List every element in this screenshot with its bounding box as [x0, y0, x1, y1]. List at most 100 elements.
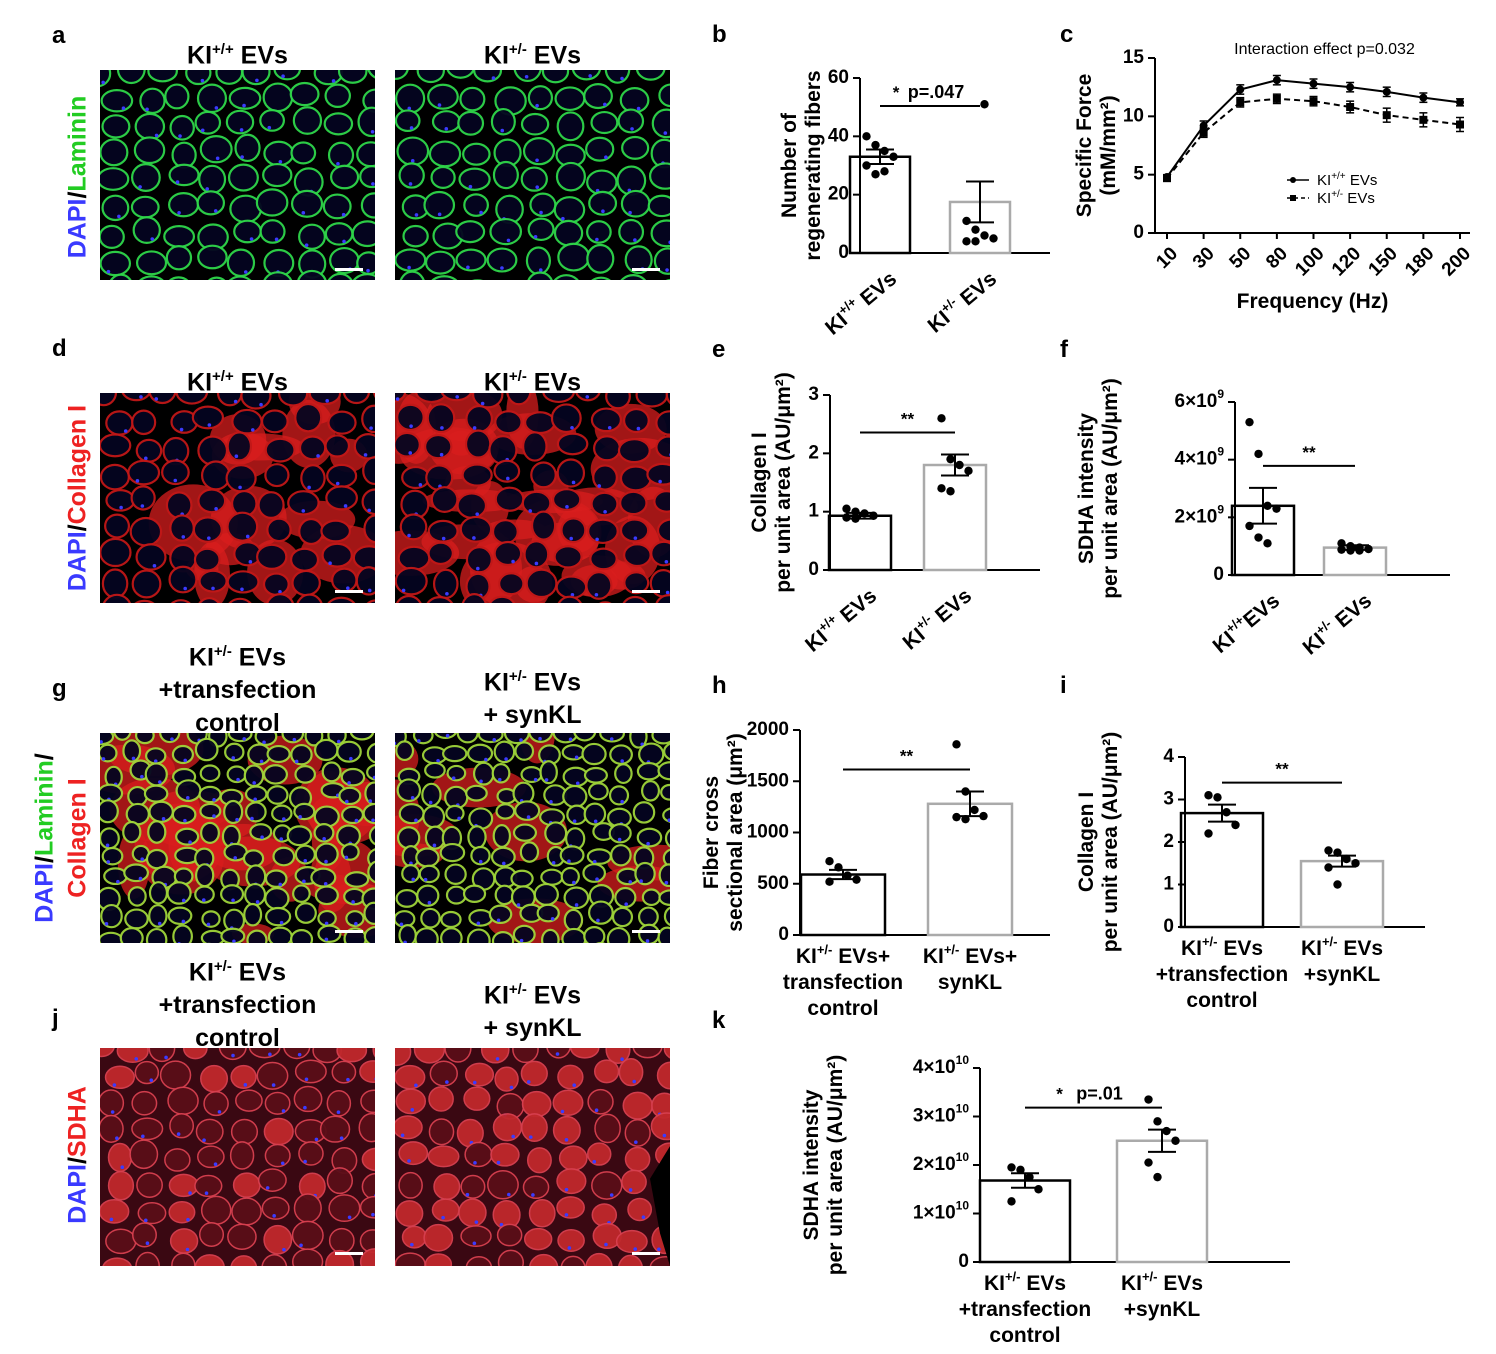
tick-label: 2×109 [1175, 503, 1225, 528]
stain-segment: DAPI [63, 198, 92, 259]
data-point [1222, 808, 1231, 817]
data-point [869, 511, 878, 520]
y-axis-label: Specific Force(mM/mm²) [1073, 74, 1120, 218]
data-point [1333, 848, 1342, 857]
legend-marker [1290, 195, 1296, 201]
bar [922, 463, 988, 572]
micrograph-d-right [395, 393, 670, 603]
data-point [1236, 85, 1245, 94]
data-point [1456, 120, 1464, 129]
stain-segment: Collagen I [63, 778, 92, 898]
bar [827, 514, 893, 572]
tick-label: 4×109 [1175, 445, 1225, 470]
panel-j-stain-label: DAPI/SDHA [64, 1086, 93, 1224]
data-point [1144, 1095, 1153, 1104]
data-point [880, 146, 889, 156]
data-point [1346, 103, 1355, 111]
tick-label: 3×1010 [913, 1102, 969, 1127]
significance-star: * [1056, 1085, 1063, 1104]
data-point [980, 100, 989, 109]
tick-label: 2 [1163, 831, 1174, 852]
tick-label: 2 [808, 442, 819, 463]
tick-label: 20 [828, 184, 849, 205]
data-point [1162, 1126, 1171, 1136]
tick-label: 500 [757, 873, 789, 894]
tick-label: 60 [828, 67, 849, 88]
bar [1179, 811, 1265, 929]
data-point [1272, 504, 1281, 513]
stain-segment: DAPI [63, 531, 92, 592]
y-axis-label: SDHA intensityper unit area (AU/μm²) [1075, 378, 1122, 599]
scale-bar [632, 930, 660, 933]
data-point [1382, 111, 1391, 120]
tick-label: 0 [958, 1251, 969, 1272]
scale-bar [632, 1252, 660, 1255]
data-point [937, 414, 946, 423]
bar [926, 802, 1014, 937]
series-line [1166, 97, 1461, 179]
data-point [1272, 76, 1281, 85]
tick-label: 0 [838, 242, 849, 263]
panel-letter: b [712, 21, 727, 48]
tick-label: 30 [1189, 243, 1219, 273]
panel-a-stain-label: DAPI/Laminin [64, 96, 93, 259]
p-value: p=.047 [908, 82, 965, 102]
data-point [871, 170, 880, 179]
data-point [1324, 863, 1333, 872]
data-point [955, 460, 964, 470]
data-point [1263, 539, 1272, 548]
stain-segment: Collagen I [63, 404, 92, 525]
panel-g-stain-label-a: DAPI/Laminin/ [31, 753, 60, 922]
tick-label: 10 [1152, 243, 1182, 273]
category-label: KI+/- EVs [897, 582, 977, 655]
panel-g-stain-label-b: Collagen I [64, 778, 93, 897]
panel-letter: f [1060, 336, 1069, 363]
data-point [952, 812, 961, 822]
data-point [971, 225, 980, 234]
data-point [962, 216, 971, 226]
data-point [1342, 854, 1351, 864]
y-axis-label: Collagen Iper unit area (AU/μm²) [1075, 732, 1122, 953]
data-point [1204, 791, 1213, 800]
scale-bar [335, 1252, 363, 1255]
data-point [1351, 859, 1360, 868]
data-point [825, 857, 834, 866]
data-point [1231, 820, 1240, 830]
bar [799, 873, 887, 937]
data-point [880, 167, 889, 176]
panel-a-title-right: KI+/- EVs [483, 41, 582, 70]
tick-label: 15 [1123, 47, 1145, 68]
tick-label: 100 [1291, 243, 1328, 280]
significance-star: * [893, 83, 900, 102]
data-point [1419, 115, 1428, 124]
data-point [1333, 880, 1342, 889]
data-point [1419, 93, 1428, 102]
y-axis-label: SDHA intensityper unit area (AU/μm²) [800, 1055, 847, 1276]
data-point [1309, 79, 1318, 88]
data-point [889, 152, 898, 161]
data-point [1016, 1165, 1025, 1175]
data-point [1153, 1172, 1162, 1182]
stain-segment: / [63, 524, 92, 532]
y-axis-label: Fiber crosssectional area (μm²) [700, 733, 747, 931]
tick-label: 1 [1163, 874, 1174, 895]
category-label: KI+/- EVs [1297, 587, 1377, 655]
stain-segment: DAPI [63, 1164, 92, 1224]
data-point [1337, 539, 1346, 548]
panel-letter: c [1060, 21, 1073, 48]
tick-label: 4 [1163, 746, 1174, 767]
tick-label: 2×1010 [913, 1150, 969, 1175]
series-line [1166, 79, 1461, 178]
tick-label: 200 [1438, 243, 1475, 280]
data-point [946, 487, 955, 496]
stain-segment: / [63, 191, 92, 199]
data-point [937, 484, 946, 493]
data-point [842, 513, 851, 522]
data-point [852, 875, 861, 884]
tick-label: 120 [1328, 243, 1365, 280]
tick-label: 4×1010 [913, 1053, 969, 1078]
tick-label: 3 [808, 384, 819, 405]
y-axis-label: Collagen Iper unit area (AU/μm²) [748, 372, 795, 593]
